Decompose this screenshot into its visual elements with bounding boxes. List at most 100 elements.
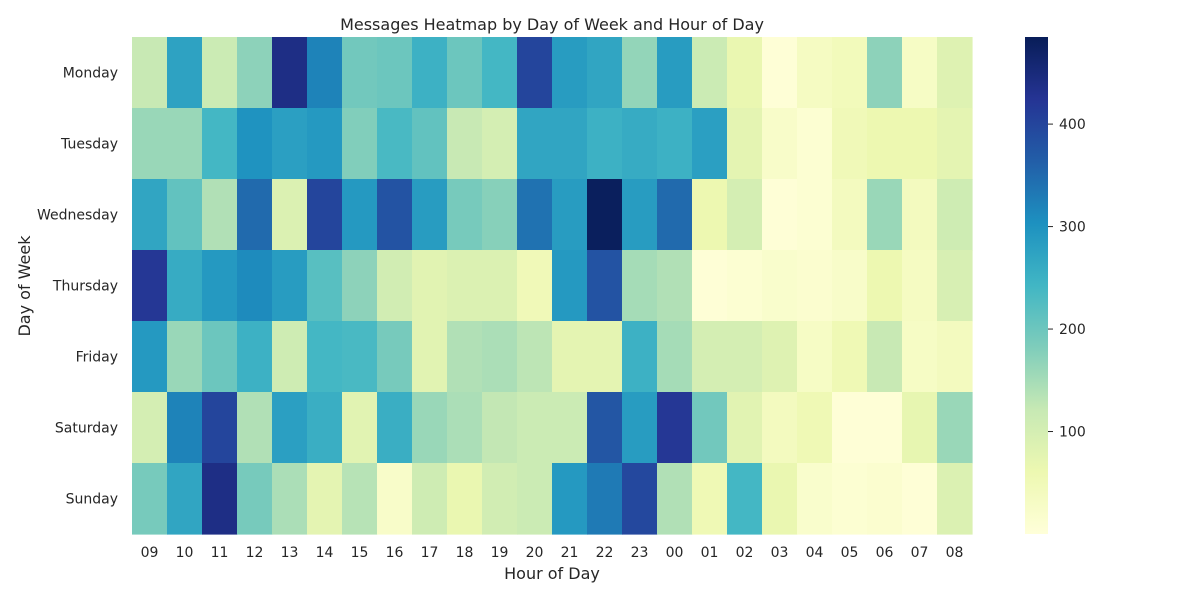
heatmap-cell-friday-17 [412,321,448,393]
heatmap-cell-monday-15 [342,37,378,109]
colorbar-tick-label: 100 [1059,425,1086,441]
heatmap-cell-saturday-08 [937,392,973,464]
x-tick-label: 08 [946,545,964,561]
x-tick-label: 03 [771,545,789,561]
heatmap-cell-thursday-23 [622,250,658,322]
heatmap-cell-friday-16 [377,321,413,393]
y-tick-label: Tuesday [60,137,118,153]
y-tick-label: Saturday [55,421,118,437]
heatmap-cell-thursday-20 [517,250,553,322]
heatmap-cell-tuesday-21 [552,108,588,180]
heatmap-cell-monday-03 [762,37,798,109]
heatmap-cell-thursday-08 [937,250,973,322]
heatmap-cell-sunday-14 [307,463,343,535]
heatmap-cell-sunday-16 [377,463,413,535]
heatmap-cell-tuesday-18 [447,108,483,180]
heatmap-cell-friday-21 [552,321,588,393]
heatmap-cell-thursday-11 [202,250,238,322]
heatmap-cell-tuesday-17 [412,108,448,180]
y-tick-label: Friday [76,350,118,366]
x-tick-label: 14 [316,545,334,561]
heatmap-cell-tuesday-06 [867,108,903,180]
heatmap-cell-tuesday-13 [272,108,308,180]
heatmap-cell-thursday-00 [657,250,693,322]
x-tick-label: 20 [526,545,544,561]
x-tick-label: 11 [211,545,229,561]
heatmap-cell-wednesday-01 [692,179,728,251]
y-tick-label: Monday [63,66,118,82]
heatmap-cell-friday-04 [797,321,833,393]
heatmap-cell-friday-22 [587,321,623,393]
heatmap-cell-sunday-04 [797,463,833,535]
heatmap-cell-wednesday-04 [797,179,833,251]
heatmap-cell-sunday-18 [447,463,483,535]
heatmap-cell-wednesday-14 [307,179,343,251]
heatmap-cell-saturday-11 [202,392,238,464]
heatmap-cell-wednesday-02 [727,179,763,251]
heatmap-cell-tuesday-10 [167,108,203,180]
heatmap-cell-saturday-13 [272,392,308,464]
heatmap-cell-sunday-11 [202,463,238,535]
heatmap-cell-saturday-10 [167,392,203,464]
heatmap-cell-monday-16 [377,37,413,109]
heatmap-cell-thursday-05 [832,250,868,322]
heatmap-cell-sunday-03 [762,463,798,535]
heatmap-cell-saturday-15 [342,392,378,464]
x-tick-label: 06 [876,545,894,561]
colorbar [1025,37,1048,534]
heatmap-cell-wednesday-10 [167,179,203,251]
heatmap-cell-saturday-17 [412,392,448,464]
x-tick-label: 19 [491,545,509,561]
heatmap-cells [132,37,973,535]
x-tick-label: 12 [246,545,264,561]
y-tick-label: Wednesday [37,208,118,224]
heatmap-cell-tuesday-14 [307,108,343,180]
heatmap-cell-monday-02 [727,37,763,109]
heatmap-cell-wednesday-20 [517,179,553,251]
heatmap-cell-monday-06 [867,37,903,109]
heatmap-cell-tuesday-19 [482,108,518,180]
heatmap-cell-saturday-12 [237,392,273,464]
x-tick-label: 02 [736,545,754,561]
heatmap-cell-friday-01 [692,321,728,393]
heatmap-cell-wednesday-22 [587,179,623,251]
heatmap-cell-saturday-02 [727,392,763,464]
x-tick-label: 13 [281,545,299,561]
x-tick-label: 22 [596,545,614,561]
x-tick-label: 09 [141,545,159,561]
heatmap-cell-tuesday-08 [937,108,973,180]
heatmap-cell-tuesday-05 [832,108,868,180]
heatmap-cell-friday-12 [237,321,273,393]
heatmap-cell-sunday-13 [272,463,308,535]
heatmap-cell-monday-23 [622,37,658,109]
heatmap-cell-wednesday-15 [342,179,378,251]
heatmap-cell-tuesday-11 [202,108,238,180]
heatmap-cell-thursday-01 [692,250,728,322]
heatmap-cell-tuesday-22 [587,108,623,180]
heatmap-cell-monday-08 [937,37,973,109]
heatmap-cell-thursday-12 [237,250,273,322]
colorbar-tick-label: 300 [1059,220,1086,236]
x-tick-label: 16 [386,545,404,561]
heatmap-cell-thursday-18 [447,250,483,322]
heatmap-cell-sunday-02 [727,463,763,535]
heatmap-cell-monday-20 [517,37,553,109]
heatmap-cell-monday-07 [902,37,938,109]
heatmap-cell-thursday-10 [167,250,203,322]
heatmap-cell-monday-12 [237,37,273,109]
x-tick-label: 21 [561,545,579,561]
heatmap-cell-friday-20 [517,321,553,393]
heatmap-cell-sunday-00 [657,463,693,535]
heatmap-cell-thursday-07 [902,250,938,322]
y-tick-label: Sunday [66,492,118,508]
heatmap-cell-friday-15 [342,321,378,393]
heatmap-cell-wednesday-19 [482,179,518,251]
heatmap-cell-sunday-22 [587,463,623,535]
heatmap-cell-saturday-03 [762,392,798,464]
heatmap-cell-sunday-05 [832,463,868,535]
x-tick-label: 18 [456,545,474,561]
heatmap-cell-wednesday-21 [552,179,588,251]
heatmap-cell-tuesday-01 [692,108,728,180]
heatmap-cell-thursday-09 [132,250,168,322]
